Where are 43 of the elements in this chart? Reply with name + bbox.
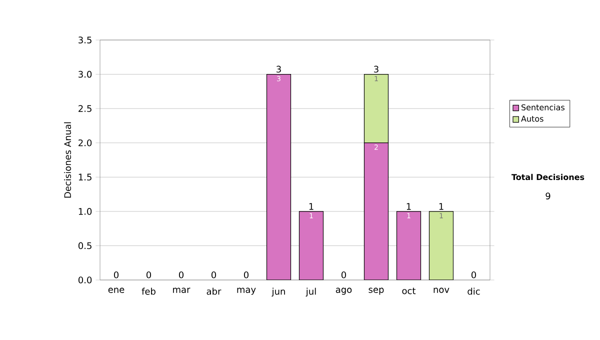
text: Total Decisiones [511,174,584,180]
total-label: 0 [341,271,346,278]
bar [364,142,389,280]
total-label: 0 [114,271,119,278]
total-label: 0 [146,271,152,278]
y-tick-label: 1.0 [78,208,92,215]
y-tick-label: 0.5 [78,242,92,250]
bar [266,74,292,280]
x-tick-label: ene [108,288,124,293]
total-label: 0 [178,271,184,278]
total-label: 1 [439,203,444,210]
total-label: 0 [211,271,216,278]
x-tick-label: may [237,288,256,295]
bar [298,211,324,280]
bar [428,211,454,280]
bar [396,211,422,280]
x-tick-label: feb [142,288,156,295]
total-label: 1 [406,203,411,210]
total-label: 3 [276,66,281,73]
legend-label: Autos [521,116,544,122]
text: 9 [546,192,550,200]
x-tick-label: dic [468,288,480,295]
x-tick-label: mar [173,288,190,293]
total-label: 3 [374,66,378,73]
y-tick-label: 3.5 [78,36,92,44]
x-tick-label: abr [206,288,222,295]
y-axis-title: Decisiones Anual [64,122,72,198]
x-tick-label: oct [402,288,416,294]
total-label: 0 [471,271,476,278]
x-tick-label: nov [434,288,450,293]
y-tick-label: 0.0 [78,276,92,284]
y-tick-label: 2.0 [78,139,92,146]
legend-label: Sentencias [522,104,564,110]
total-label: 1 [309,203,314,210]
y-tick-label: 2.5 [78,105,92,112]
x-tick-label: ago [336,288,352,295]
x-tick-label: jun [272,288,285,296]
y-tick-label: 1.5 [78,174,92,180]
y-tick-label: 3.0 [78,70,92,78]
bar [364,74,389,144]
total-label: 0 [244,271,249,278]
x-tick-label: sep [368,288,384,295]
x-tick-label: jul [306,288,316,296]
